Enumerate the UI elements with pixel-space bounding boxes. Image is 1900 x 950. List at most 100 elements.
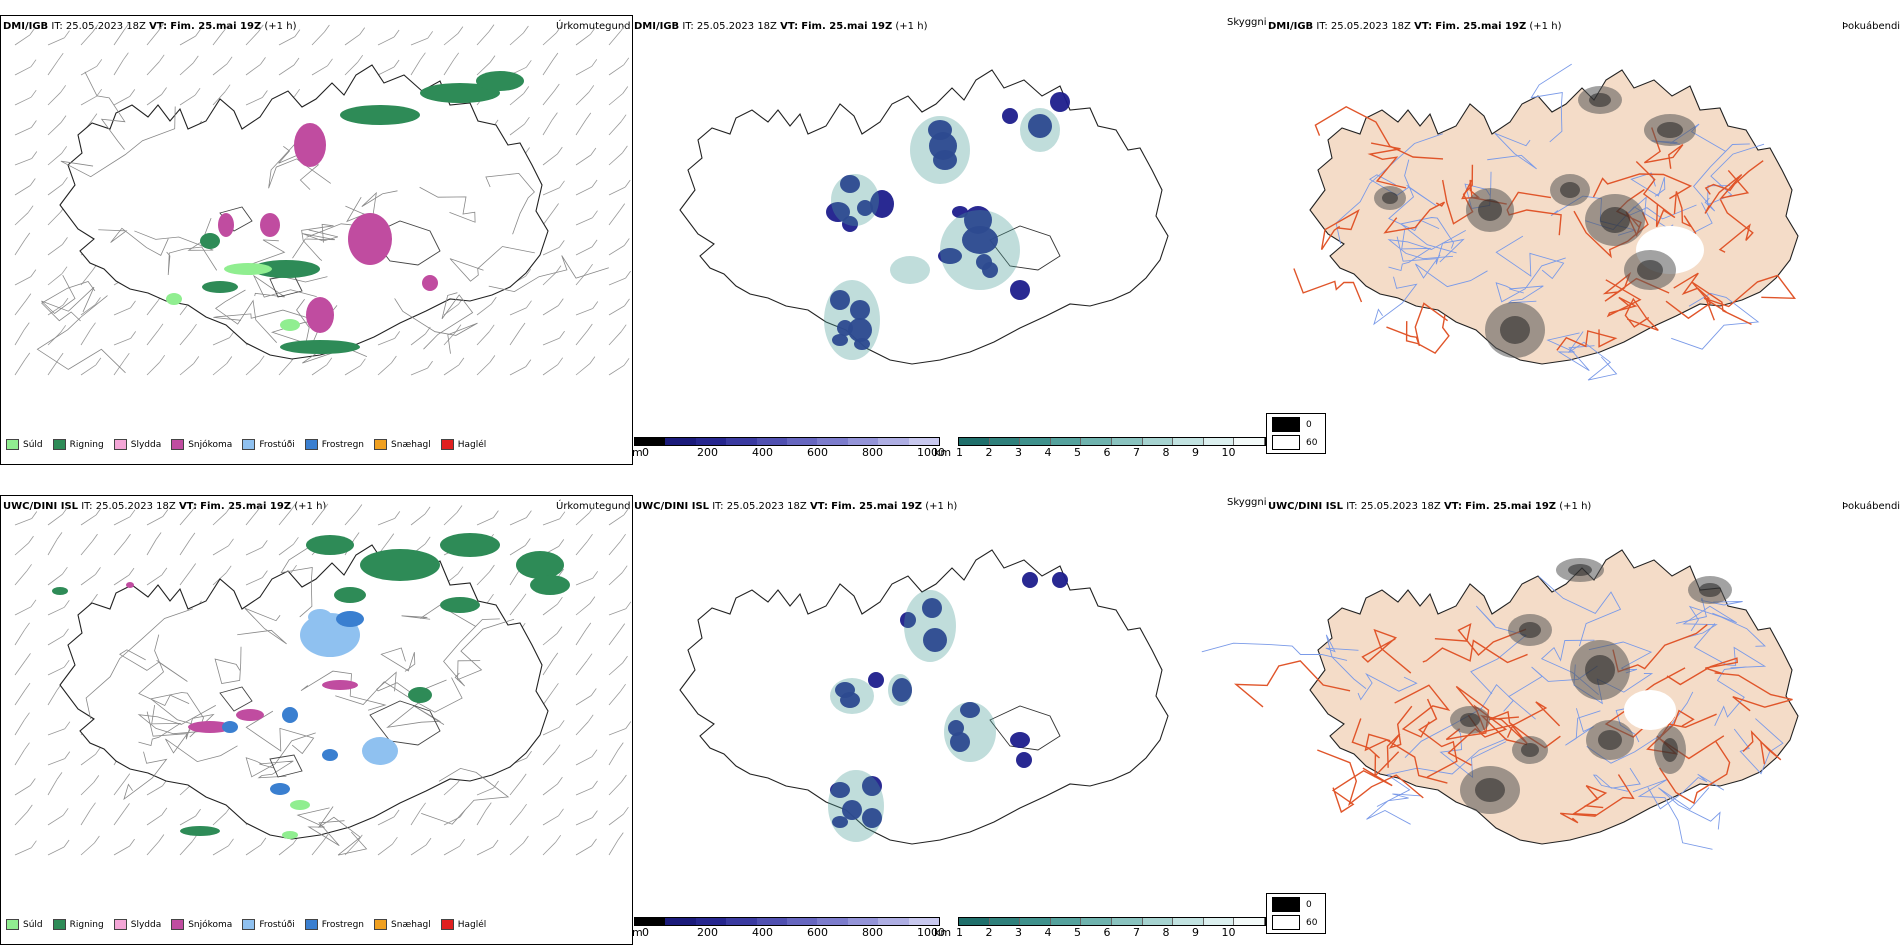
wind-barb-flag — [261, 540, 268, 548]
wind-barb — [146, 814, 163, 826]
wind-barb — [509, 307, 527, 316]
colorbar-step — [1173, 438, 1204, 445]
fog-clear-area — [1796, 604, 1864, 636]
wind-barb-flag — [590, 688, 597, 696]
legend-item: Frostúði — [242, 439, 295, 450]
wind-barb — [80, 782, 95, 796]
colorbar-tick: 600 — [807, 926, 828, 939]
colorbar-labels: m 0 200 400 600 800 1000 km 1 2 3 4 5 6 7 8 9 10 — [632, 926, 1272, 940]
wind-barb — [311, 364, 328, 376]
wind-barb-flag — [553, 203, 559, 211]
wind-barb — [410, 367, 428, 376]
precip-cell — [888, 674, 912, 706]
wind-barb-flag — [453, 52, 460, 61]
precip-cell — [1052, 572, 1068, 588]
wind-barb-flag — [62, 297, 69, 306]
precip-cell — [336, 611, 364, 627]
wind-barb — [278, 543, 294, 556]
precip-cell — [224, 263, 272, 275]
wind-barb-flag — [623, 57, 630, 66]
wind-barb-flag — [360, 358, 366, 366]
wind-barb-flag — [195, 808, 201, 817]
wind-barb — [14, 185, 31, 196]
wind-barb-flag — [526, 750, 532, 759]
wind-barb-flag — [589, 356, 596, 364]
wind-barb — [47, 846, 65, 856]
wind-barb — [509, 569, 520, 586]
wind-barb-flag — [620, 683, 626, 692]
fog-core — [1589, 93, 1611, 107]
wind-barb-flag — [555, 834, 562, 843]
fog-key-swatch — [1272, 915, 1300, 930]
wind-barb-flag — [193, 356, 200, 364]
wind-barb — [47, 359, 59, 376]
wind-barb — [608, 813, 624, 826]
wind-barb-flag — [123, 352, 130, 361]
precip-cell — [360, 549, 440, 581]
wind-barb — [608, 630, 621, 646]
precip-cell — [362, 737, 398, 765]
wind-barb-flag — [158, 23, 164, 32]
wind-barb-flag — [27, 205, 34, 213]
wind-barb — [14, 276, 32, 286]
precip-cell — [52, 587, 68, 595]
wind-barb-flag — [523, 835, 529, 844]
wind-barb-flag — [191, 323, 197, 332]
road-line — [423, 292, 474, 350]
precip-cell — [840, 175, 860, 193]
legend-label: Súld — [23, 439, 43, 450]
wind-barb-flag — [95, 567, 101, 575]
wind-barb-flag — [526, 510, 532, 518]
coastline — [679, 69, 1169, 365]
wind-barb — [608, 305, 625, 316]
road-line — [280, 538, 322, 618]
fog-core — [1519, 622, 1541, 638]
precip-cell — [476, 71, 524, 91]
colorbar-step — [908, 438, 940, 445]
glacier-outline — [269, 754, 303, 778]
wind-barb-flag — [30, 269, 37, 277]
wind-barb-flag — [556, 626, 563, 634]
colorbar-tick: 7 — [1133, 926, 1140, 939]
legend-label: Snjókoma — [188, 439, 233, 450]
road-line — [300, 670, 387, 711]
wind-barb-flag — [128, 567, 135, 576]
wind-barb-flag — [226, 356, 233, 364]
precip-cell — [830, 290, 850, 310]
road-line — [1592, 767, 1641, 792]
precip-cell — [1010, 280, 1030, 300]
precip-cell — [530, 575, 570, 595]
road-line — [98, 227, 169, 256]
precip-cell — [922, 598, 942, 618]
wind-barb-flag — [588, 505, 595, 514]
wind-barb — [47, 304, 64, 316]
precip-cell — [892, 678, 912, 702]
road-line — [296, 807, 345, 846]
road-line — [1325, 634, 1367, 689]
precip-cell — [334, 587, 366, 603]
wind-barb-flag — [24, 682, 31, 691]
wind-barb — [113, 540, 126, 556]
colorbar-tick: 1 — [956, 446, 963, 459]
wind-barb-flag — [94, 835, 100, 844]
wind-barb-flag — [558, 808, 564, 817]
wind-barb — [608, 277, 626, 286]
road-line — [1647, 773, 1725, 810]
wind-barb-flag — [96, 59, 103, 67]
wind-barb — [608, 662, 623, 676]
road-line — [1693, 143, 1750, 212]
precip-cell — [290, 800, 310, 810]
precip-cell — [1050, 92, 1070, 112]
wind-barb — [575, 695, 592, 706]
glacier-outline — [219, 686, 253, 712]
legend-item: Frostregn — [304, 439, 364, 450]
wind-barb-flag — [57, 52, 64, 61]
wind-barb — [146, 539, 157, 556]
legend-swatch — [304, 439, 318, 450]
road-line — [1559, 774, 1635, 824]
precip-cell — [950, 732, 970, 752]
colorbar-tick: 6 — [1103, 446, 1111, 459]
road-line — [237, 607, 287, 645]
colorbar-tick: 3 — [1015, 446, 1022, 459]
wind-barb — [47, 513, 63, 526]
